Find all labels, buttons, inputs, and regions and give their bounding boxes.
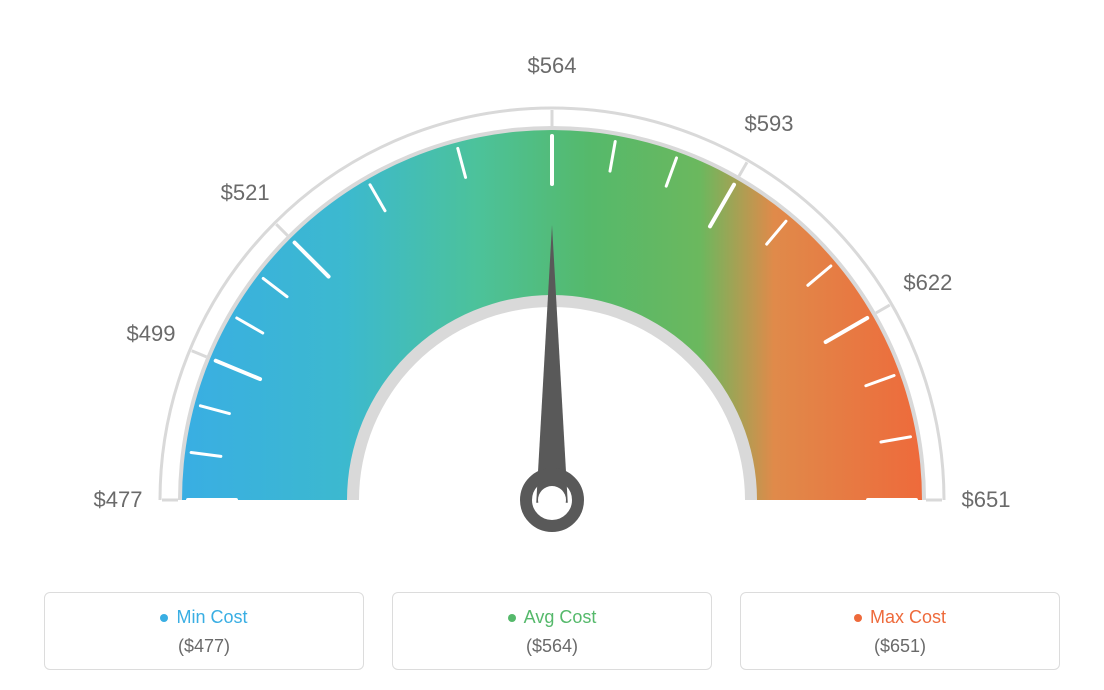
legend-label-max: Max Cost [870, 607, 946, 628]
legend-value-avg: ($564) [403, 636, 701, 657]
gauge-tick-label: $564 [528, 53, 577, 79]
legend-title-min: Min Cost [160, 607, 247, 628]
gauge-tick-label: $651 [962, 487, 1011, 513]
legend-dot-min [160, 614, 168, 622]
legend-dot-max [854, 614, 862, 622]
legend-title-avg: Avg Cost [508, 607, 597, 628]
gauge-tick-label: $593 [745, 111, 794, 137]
gauge-tick-label: $477 [94, 487, 143, 513]
legend-value-min: ($477) [55, 636, 353, 657]
gauge-tick-label: $521 [221, 180, 270, 206]
legend-label-min: Min Cost [176, 607, 247, 628]
legend-card-avg: Avg Cost ($564) [392, 592, 712, 670]
gauge-area: $477 $499 $521 $564 $593 $622 $651 [0, 0, 1104, 560]
legend-card-min: Min Cost ($477) [44, 592, 364, 670]
gauge-tick-label: $499 [127, 321, 176, 347]
gauge-tick-label: $622 [903, 270, 952, 296]
legend-label-avg: Avg Cost [524, 607, 597, 628]
cost-gauge-container: $477 $499 $521 $564 $593 $622 $651 Min Cost ($… [0, 0, 1104, 690]
legend-title-max: Max Cost [854, 607, 946, 628]
legend-row: Min Cost ($477) Avg Cost ($564) Max Cost… [0, 592, 1104, 670]
legend-dot-avg [508, 614, 516, 622]
legend-value-max: ($651) [751, 636, 1049, 657]
legend-card-max: Max Cost ($651) [740, 592, 1060, 670]
